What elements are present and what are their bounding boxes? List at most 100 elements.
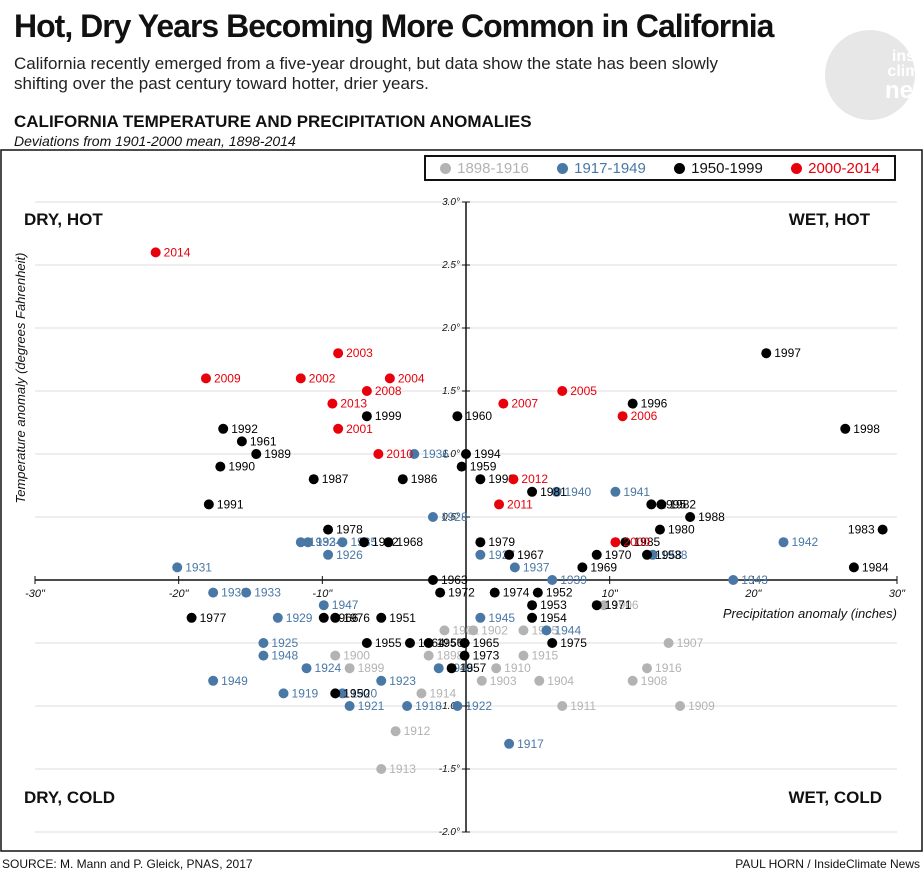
data-label: 1913	[389, 762, 416, 776]
quadrant-label-dry-cold: DRY, COLD	[24, 788, 115, 807]
data-point	[208, 587, 219, 598]
data-point	[627, 398, 638, 409]
data-label: 1971	[605, 598, 632, 612]
data-point	[761, 348, 772, 359]
data-label: 1938	[661, 548, 688, 562]
data-label: 1940	[565, 485, 592, 499]
chart-subtitle: Deviations from 1901-2000 mean, 1898-201…	[14, 133, 296, 149]
data-point	[452, 701, 463, 711]
data-label: 2004	[398, 371, 425, 385]
data-point	[241, 587, 252, 598]
data-point	[330, 612, 341, 623]
data-point	[527, 612, 538, 623]
data-point	[361, 386, 372, 396]
x-tick-label: 30"	[889, 588, 906, 600]
data-label: 1987	[322, 472, 349, 486]
data-label: 1959	[470, 460, 497, 474]
data-label: 1953	[540, 598, 567, 612]
x-tick-label: 20"	[744, 588, 762, 600]
data-point	[344, 701, 355, 711]
data-point	[728, 575, 739, 585]
x-tick-label: -30"	[25, 588, 46, 600]
data-label: 1910	[504, 661, 531, 675]
data-label: 2002	[309, 371, 336, 385]
data-point	[476, 675, 487, 686]
data-point	[358, 537, 369, 548]
data-point	[491, 663, 502, 674]
data-point	[642, 549, 653, 560]
legend-swatch	[440, 162, 452, 174]
data-point	[150, 247, 161, 258]
data-point	[272, 612, 283, 623]
legend-item: 1917-1949	[557, 160, 646, 177]
data-point	[323, 524, 334, 535]
quadrant-label-dry-hot: DRY, HOT	[24, 210, 103, 229]
data-point	[461, 449, 471, 459]
data-label: 1933	[254, 586, 281, 600]
data-point	[172, 562, 183, 573]
data-label: 1999	[375, 409, 402, 423]
data-label: 1988	[698, 510, 725, 524]
data-point	[620, 537, 631, 548]
data-point	[489, 587, 500, 598]
data-label: 1976	[343, 611, 370, 625]
data-point	[475, 537, 486, 548]
data-point	[468, 625, 479, 636]
data-label: 1949	[221, 674, 248, 688]
y-tick-label: 0.5°	[442, 512, 460, 523]
data-point	[877, 524, 888, 535]
data-label: 1903	[490, 674, 517, 688]
y-tick-label: -0.5°	[439, 638, 460, 649]
data-label: 2008	[375, 384, 402, 398]
data-label: 1952	[546, 586, 573, 600]
data-label: 1983	[848, 523, 875, 537]
data-label: 1973	[473, 649, 500, 663]
data-label: 1965	[473, 636, 500, 650]
x-axis-label: Precipitation anomaly (inches)	[723, 606, 897, 621]
data-point	[373, 449, 384, 459]
data-point	[504, 549, 515, 560]
data-point	[504, 738, 515, 749]
data-label: 1930	[221, 586, 248, 600]
data-point	[848, 562, 859, 573]
data-label: 1980	[668, 523, 695, 537]
data-label: 1917	[517, 737, 544, 751]
chart-title: CALIFORNIA TEMPERATURE AND PRECIPITATION…	[14, 112, 532, 131]
data-point	[557, 386, 568, 396]
data-label: 1989	[264, 447, 291, 461]
page-subtitle: California recently emerged from a five-…	[14, 54, 718, 93]
data-label: 1932	[309, 535, 336, 549]
data-label: 1996	[641, 397, 668, 411]
data-label: 1951	[389, 611, 416, 625]
y-tick-label: 1.0°	[442, 449, 460, 460]
data-label: 1939	[560, 573, 587, 587]
data-point	[200, 373, 211, 384]
data-label: 1961	[250, 434, 277, 448]
data-label: 1906	[612, 598, 639, 612]
data-label: 1963	[441, 573, 468, 587]
y-tick-label: 2.5°	[441, 260, 460, 271]
data-label: 1925	[271, 636, 298, 650]
data-point	[527, 486, 538, 497]
data-label: 1916	[655, 661, 682, 675]
data-point	[446, 663, 457, 674]
data-label: 1968	[396, 535, 423, 549]
data-point	[456, 461, 467, 472]
data-point	[278, 688, 289, 699]
data-point	[591, 600, 602, 611]
data-label: 2007	[511, 397, 538, 411]
data-point	[333, 423, 344, 434]
data-point	[642, 663, 653, 674]
data-point	[494, 499, 505, 510]
data-label: 1941	[623, 485, 650, 499]
data-label: 1984	[862, 560, 889, 574]
data-point	[557, 701, 568, 711]
quadrant-label-wet-hot: WET, HOT	[789, 210, 871, 229]
data-point	[547, 638, 558, 648]
data-point	[344, 663, 355, 674]
quadrant-label-wet-cold: WET, COLD	[789, 788, 883, 807]
data-label: 1908	[641, 674, 668, 688]
data-label: 1931	[185, 560, 212, 574]
y-tick-label: -1.5°	[439, 764, 460, 775]
data-label: 1974	[503, 586, 530, 600]
